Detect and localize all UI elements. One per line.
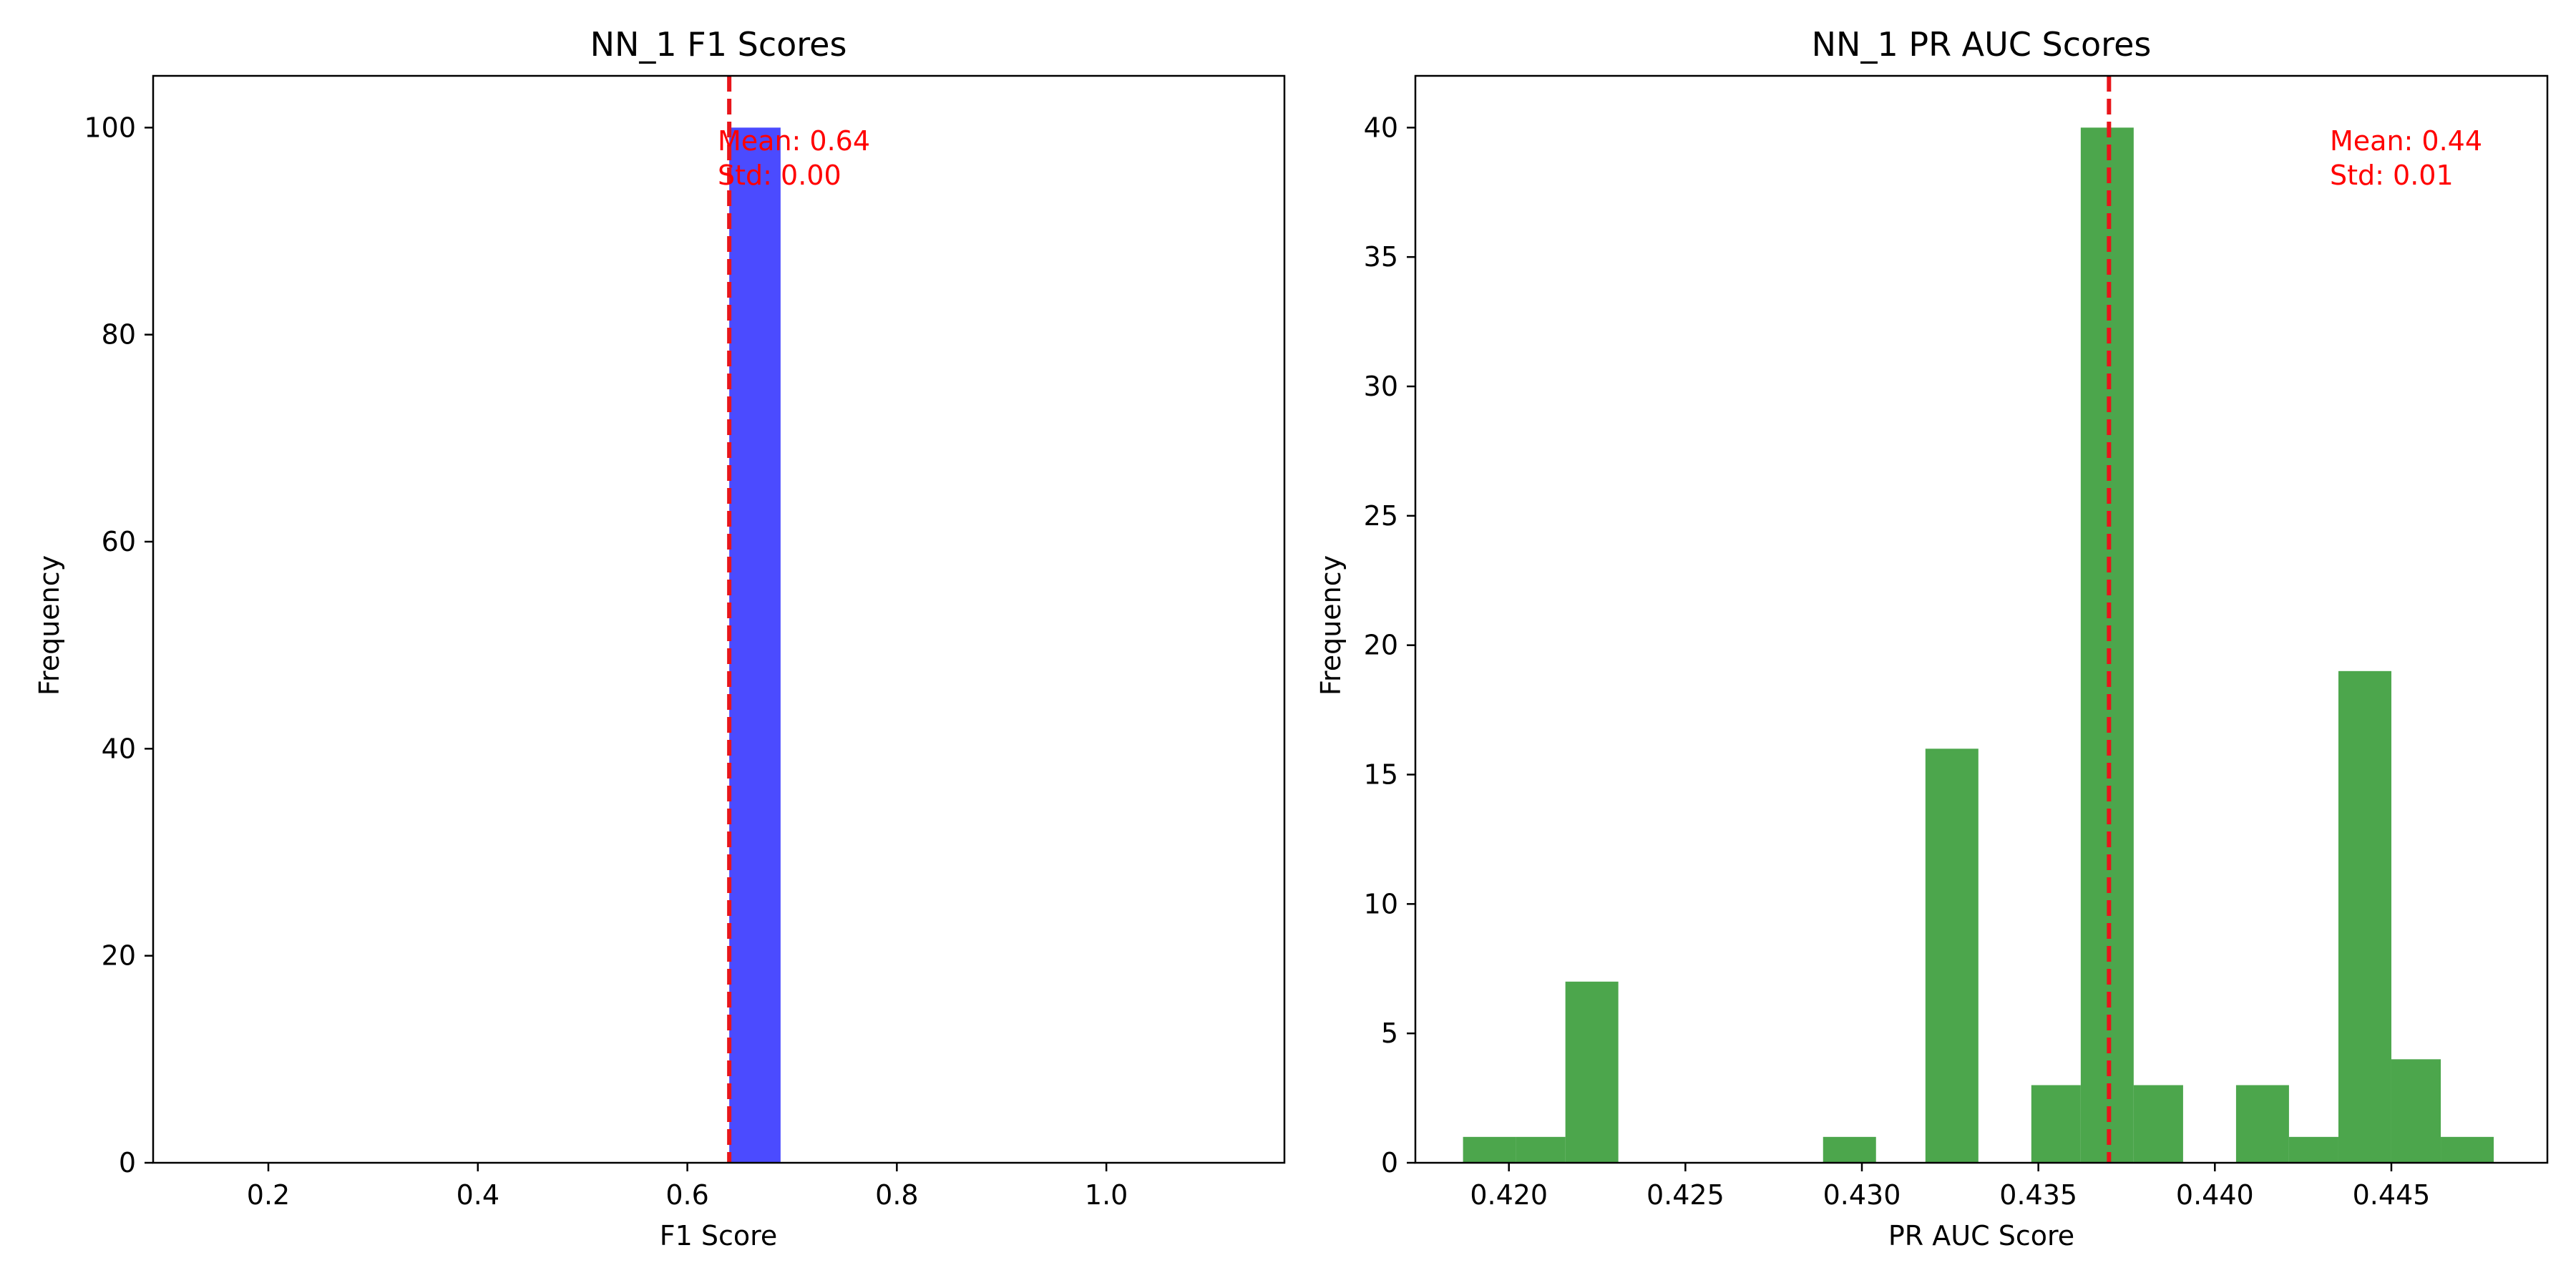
histogram-bar <box>1565 981 1619 1163</box>
pr-auc-histogram-chart: NN_1 PR AUC Scores 0.420 0.425 0.430 0.435 0… <box>1315 25 2549 1252</box>
histogram-bar <box>2031 1085 2081 1163</box>
x-tick-label: 0.430 <box>1823 1179 1901 1211</box>
histogram-bar <box>1823 1136 1876 1163</box>
y-tick-label: 20 <box>1364 630 1398 661</box>
histogram-bar <box>2133 1085 2183 1163</box>
bars-group <box>1463 127 2494 1163</box>
x-axis-label: F1 Score <box>660 1220 778 1252</box>
x-tick-label: 0.2 <box>247 1179 290 1211</box>
y-tick-label: 20 <box>102 940 136 972</box>
y-tick-label: 40 <box>102 733 136 764</box>
y-tick-label: 10 <box>1364 888 1398 919</box>
y-tick-label: 35 <box>1364 241 1398 273</box>
x-tick-label: 1.0 <box>1085 1179 1128 1211</box>
x-tick-label: 0.8 <box>875 1179 918 1211</box>
x-tick-label: 0.445 <box>2353 1179 2431 1211</box>
x-axis-label: PR AUC Score <box>1888 1220 2074 1252</box>
histogram-bar <box>2080 127 2134 1163</box>
histogram-bar <box>1516 1136 1566 1163</box>
mean-annotation: Mean: 0.64 <box>718 125 870 157</box>
x-ticks: 0.420 0.425 0.430 0.435 0.440 0.445 <box>1470 1163 2430 1211</box>
histogram-bar <box>2288 1136 2338 1163</box>
plot-frame <box>152 74 1286 1164</box>
histogram-bar <box>2391 1059 2441 1163</box>
y-tick-label: 25 <box>1364 500 1398 532</box>
histogram-bar <box>2235 1085 2289 1163</box>
y-tick-label: 80 <box>102 319 136 351</box>
y-tick-label: 15 <box>1364 759 1398 791</box>
y-ticks: 0 5 10 15 20 25 30 35 40 <box>1364 112 1415 1179</box>
bars-group <box>729 127 781 1163</box>
y-tick-label: 0 <box>1381 1147 1398 1179</box>
histogram-bar <box>729 127 781 1163</box>
x-ticks: 0.2 0.4 0.6 0.8 1.0 <box>247 1163 1128 1211</box>
x-tick-label: 0.435 <box>1999 1179 2077 1211</box>
x-tick-label: 0.6 <box>665 1179 708 1211</box>
x-tick-label: 0.425 <box>1646 1179 1724 1211</box>
y-tick-label: 30 <box>1364 371 1398 402</box>
y-tick-label: 5 <box>1381 1018 1398 1049</box>
f1-histogram-chart: NN_1 F1 Scores 0.2 0.4 0.6 0.8 1.0 0 20 40 60 80… <box>34 25 1286 1252</box>
histogram-bar <box>2338 670 2391 1163</box>
x-tick-label: 0.420 <box>1470 1179 1548 1211</box>
histogram-bar <box>2441 1136 2494 1163</box>
y-ticks: 0 20 40 60 80 100 <box>84 112 153 1179</box>
std-annotation: Std: 0.00 <box>718 160 841 191</box>
x-tick-label: 0.4 <box>457 1179 499 1211</box>
x-tick-label: 0.440 <box>2176 1179 2254 1211</box>
y-tick-label: 0 <box>119 1147 136 1179</box>
y-axis-label: Frequency <box>34 555 65 696</box>
chart-title: NN_1 PR AUC Scores <box>1812 25 2152 64</box>
plot-frame <box>1414 74 2549 1164</box>
histogram-bar <box>1925 748 1979 1163</box>
y-axis-label: Frequency <box>1315 555 1347 696</box>
mean-annotation: Mean: 0.44 <box>2330 125 2482 157</box>
histogram-bar <box>1463 1136 1516 1163</box>
y-tick-label: 40 <box>1364 112 1398 143</box>
std-annotation: Std: 0.01 <box>2330 160 2454 191</box>
y-tick-label: 60 <box>102 526 136 557</box>
y-tick-label: 100 <box>84 112 136 143</box>
chart-title: NN_1 F1 Scores <box>590 25 847 64</box>
